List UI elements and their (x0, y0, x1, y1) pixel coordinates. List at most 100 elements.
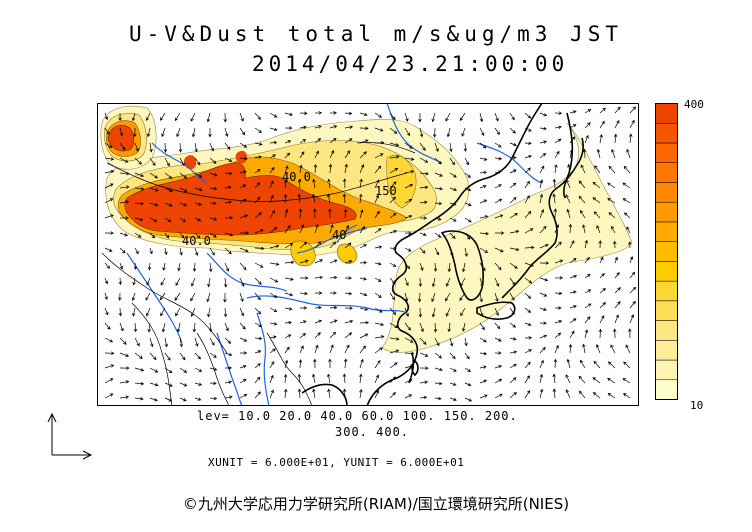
wind-arrow (179, 187, 188, 192)
wind-arrow (209, 262, 213, 273)
wind-arrow (614, 106, 621, 114)
wind-arrow (119, 337, 127, 345)
wind-arrow (161, 127, 166, 138)
wind-arrow (419, 232, 427, 237)
wind-arrow (239, 365, 247, 369)
wind-arrow (494, 198, 503, 204)
wind-arrow (463, 142, 468, 152)
wind-arrow (599, 256, 604, 264)
wind-arrow (254, 229, 264, 234)
wind-arrow (299, 345, 304, 354)
wind-arrow (329, 241, 337, 249)
wind-arrow (104, 337, 114, 343)
wind-arrow (359, 333, 369, 339)
wind-arrow (479, 215, 489, 219)
wind-arrow (224, 157, 233, 162)
wind-arrow (461, 322, 466, 332)
wind-arrow (329, 291, 337, 295)
wind-arrow (314, 291, 323, 295)
wind-arrow (374, 112, 383, 118)
wind-arrow (418, 277, 423, 288)
wind-arrow (327, 388, 331, 399)
legend-color-box (655, 221, 678, 242)
contour-label-1: 40.0 (282, 170, 311, 184)
wind-arrow (419, 337, 427, 345)
wind-arrow (194, 157, 201, 166)
wind-arrow (283, 193, 288, 204)
wind-arrow (299, 333, 306, 339)
wind-arrow (344, 306, 353, 310)
legend-frame (655, 103, 678, 400)
wind-arrow (434, 367, 443, 372)
wind-arrow (509, 197, 517, 204)
wind-arrow (119, 185, 130, 189)
wind-arrow (404, 112, 409, 122)
wind-arrow (596, 148, 601, 159)
wind-arrow (554, 138, 562, 144)
wind-arrow (431, 112, 436, 123)
wind-arrow (194, 352, 202, 360)
wind-arrow (119, 142, 126, 151)
wind-arrow (494, 351, 502, 355)
wind-arrow (134, 201, 145, 206)
wind-arrow (344, 242, 352, 249)
wind-arrow (479, 379, 488, 384)
wind-arrow (567, 163, 571, 174)
wind-arrow (404, 231, 412, 235)
wind-arrow (494, 337, 502, 342)
wind-arrow (160, 112, 166, 121)
wind-arrow (149, 157, 156, 166)
wind-arrow (565, 194, 571, 204)
wind-arrow (593, 360, 601, 369)
wind-arrow (297, 373, 302, 384)
wind-arrow (626, 148, 631, 159)
wind-arrow (119, 380, 130, 384)
wind-arrow (239, 127, 246, 136)
wind-arrow (578, 180, 586, 189)
wind-arrow (569, 318, 577, 324)
wind-arrow (612, 240, 617, 249)
wind-arrow (284, 260, 295, 265)
wind-arrow (607, 392, 616, 399)
wind-arrow (464, 352, 470, 360)
wind-arrow (607, 198, 616, 204)
wind-arrow (300, 276, 309, 280)
wind-arrow (149, 187, 159, 192)
wind-arrow (209, 247, 215, 256)
wind-arrow (599, 301, 606, 309)
wind-arrow (104, 214, 114, 219)
wind-arrow (494, 247, 504, 253)
wind-arrow (311, 193, 316, 204)
wind-arrow (389, 127, 398, 134)
contour-label-3: 40.0 (182, 234, 211, 248)
wind-arrow (162, 262, 166, 271)
wind-arrow (104, 112, 109, 121)
wind-arrow (254, 142, 263, 146)
wind-arrow (145, 292, 151, 301)
wind-arrow (623, 361, 631, 369)
wind-arrow (431, 292, 436, 303)
wind-arrow (134, 352, 143, 359)
wind-arrow (431, 277, 436, 288)
wind-arrow (342, 178, 347, 189)
wind-arrow (269, 112, 278, 118)
wind-arrow (389, 322, 399, 329)
wind-arrow (192, 322, 197, 333)
wind-arrow (269, 348, 276, 354)
wind-arrow (613, 133, 618, 144)
wind-arrow (389, 212, 397, 219)
wind-arrow (598, 240, 602, 249)
wind-arrow (419, 322, 424, 333)
wind-arrow (625, 344, 631, 354)
wind-arrow (224, 380, 233, 384)
wind-arrow (524, 361, 531, 369)
wind-arrow (359, 358, 364, 369)
wind-arrow (509, 155, 517, 160)
wind-arrow (479, 157, 488, 161)
wind-arrow (569, 330, 575, 339)
wind-arrow (553, 358, 558, 369)
wind-arrow (297, 388, 302, 399)
wind-arrow (569, 110, 577, 114)
wind-arrow (209, 217, 218, 221)
wind-arrow (104, 183, 114, 189)
